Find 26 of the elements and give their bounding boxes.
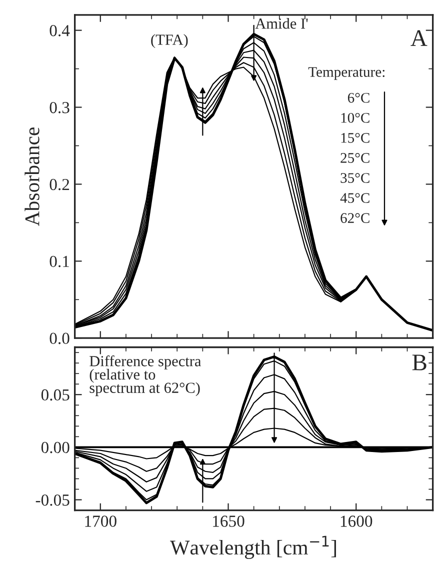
y-tick-label: -0.05 [36,494,70,506]
y-tick-label: 0.2 [50,178,70,190]
annotation: 45°C [340,193,370,203]
x-tick-label: 1600 [340,516,372,527]
x-axis-title: Wavelength [cm$^{−1}$] [170,536,336,559]
annotation: B [412,354,426,370]
y-tick-label: 0.1 [50,256,69,268]
y-tick-label: 0.3 [50,102,70,114]
y-tick-label: 0.05 [41,389,70,401]
x-tick-label: 1650 [213,516,244,527]
x-tick-label: 1700 [85,516,116,527]
annotation: 15°C [341,132,370,143]
annotation: Temperature: [308,67,384,80]
y-tick-label: 0.00 [41,442,70,454]
annotation: 35°C [340,173,370,183]
y-tick-label: 0.4 [50,25,70,36]
annotation: 10°C [341,112,370,123]
y-tick-label: 0.0 [50,332,70,344]
annotation: (TFA) [151,34,188,48]
annotation: 25°C [340,153,370,163]
annotation: Amide I' [255,18,308,29]
annotation: 62°C [340,213,370,223]
y-axis-title: Absorbance [24,127,40,226]
annotation: 6°C [348,92,370,103]
annotation: Difference spectra (relative to spectrum at 62°C) [90,355,202,396]
annotation: A [410,30,428,46]
